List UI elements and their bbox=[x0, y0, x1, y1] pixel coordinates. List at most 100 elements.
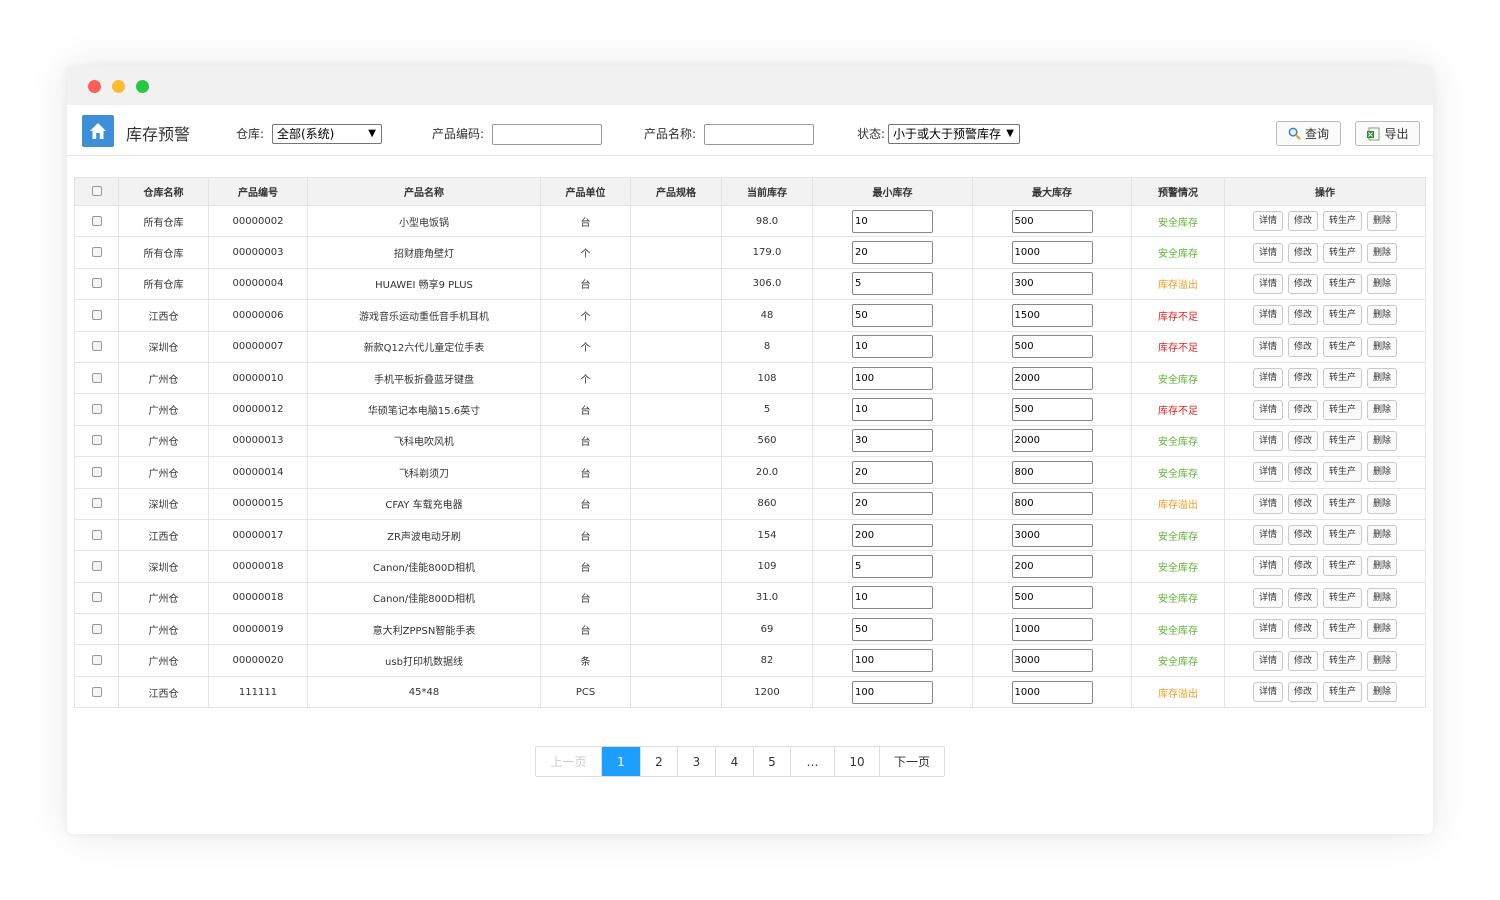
detail-button[interactable]: 详情 bbox=[1252, 336, 1283, 357]
edit-button[interactable]: 修改 bbox=[1287, 399, 1318, 420]
min-stock-input[interactable]: 200 bbox=[852, 523, 933, 547]
to-production-button[interactable]: 转生产 bbox=[1323, 587, 1363, 608]
row-checkbox[interactable] bbox=[91, 278, 102, 289]
max-stock-input[interactable]: 200 bbox=[1011, 554, 1093, 578]
max-stock-input[interactable]: 300 bbox=[1011, 272, 1093, 296]
column-header[interactable]: 仓库名称 bbox=[118, 177, 209, 206]
to-production-button[interactable]: 转生产 bbox=[1323, 556, 1363, 577]
detail-button[interactable]: 详情 bbox=[1252, 242, 1283, 263]
delete-button[interactable]: 删除 bbox=[1367, 242, 1398, 263]
detail-button[interactable]: 详情 bbox=[1252, 493, 1283, 514]
to-production-button[interactable]: 转生产 bbox=[1323, 493, 1363, 514]
page-button[interactable]: 1 bbox=[602, 747, 641, 776]
minimize-window-button[interactable] bbox=[112, 80, 125, 93]
detail-button[interactable]: 详情 bbox=[1252, 211, 1283, 232]
delete-button[interactable]: 删除 bbox=[1367, 619, 1398, 640]
min-stock-input[interactable]: 50 bbox=[852, 303, 933, 327]
delete-button[interactable]: 删除 bbox=[1367, 587, 1398, 608]
page-button[interactable]: 10 bbox=[835, 747, 880, 776]
to-production-button[interactable]: 转生产 bbox=[1323, 430, 1363, 451]
edit-button[interactable]: 修改 bbox=[1287, 430, 1318, 451]
detail-button[interactable]: 详情 bbox=[1252, 587, 1283, 608]
to-production-button[interactable]: 转生产 bbox=[1323, 305, 1363, 326]
max-stock-input[interactable]: 500 bbox=[1011, 335, 1093, 359]
delete-button[interactable]: 删除 bbox=[1367, 211, 1398, 232]
detail-button[interactable]: 详情 bbox=[1252, 556, 1283, 577]
min-stock-input[interactable]: 10 bbox=[852, 335, 933, 359]
page-button[interactable]: 5 bbox=[754, 747, 791, 776]
row-checkbox[interactable] bbox=[91, 341, 102, 352]
column-header[interactable]: 产品单位 bbox=[540, 177, 631, 206]
detail-button[interactable]: 详情 bbox=[1252, 399, 1283, 420]
detail-button[interactable]: 详情 bbox=[1252, 368, 1283, 389]
edit-button[interactable]: 修改 bbox=[1287, 242, 1318, 263]
prev-page-button[interactable]: 上一页 bbox=[536, 747, 602, 776]
min-stock-input[interactable]: 100 bbox=[852, 680, 933, 704]
row-checkbox[interactable] bbox=[91, 655, 102, 666]
to-production-button[interactable]: 转生产 bbox=[1323, 211, 1363, 232]
row-checkbox[interactable] bbox=[91, 435, 102, 446]
detail-button[interactable]: 详情 bbox=[1252, 273, 1283, 294]
to-production-button[interactable]: 转生产 bbox=[1323, 619, 1363, 640]
min-stock-input[interactable]: 10 bbox=[852, 209, 933, 233]
delete-button[interactable]: 删除 bbox=[1367, 556, 1398, 577]
page-button[interactable]: 4 bbox=[716, 747, 754, 776]
column-header[interactable]: 产品名称 bbox=[307, 177, 541, 206]
detail-button[interactable]: 详情 bbox=[1252, 305, 1283, 326]
detail-button[interactable]: 详情 bbox=[1252, 682, 1283, 703]
delete-button[interactable]: 删除 bbox=[1367, 430, 1398, 451]
edit-button[interactable]: 修改 bbox=[1287, 650, 1318, 671]
min-stock-input[interactable]: 20 bbox=[852, 460, 933, 484]
edit-button[interactable]: 修改 bbox=[1287, 682, 1318, 703]
row-checkbox[interactable] bbox=[91, 686, 102, 697]
max-stock-input[interactable]: 1000 bbox=[1011, 617, 1093, 641]
column-header[interactable]: 产品编号 bbox=[208, 177, 308, 206]
min-stock-input[interactable]: 10 bbox=[852, 398, 933, 422]
row-checkbox[interactable] bbox=[91, 466, 102, 477]
product-name-input[interactable] bbox=[704, 124, 814, 145]
home-icon[interactable] bbox=[82, 115, 114, 147]
column-header[interactable]: 产品规格 bbox=[630, 177, 722, 206]
edit-button[interactable]: 修改 bbox=[1287, 587, 1318, 608]
edit-button[interactable]: 修改 bbox=[1287, 211, 1318, 232]
row-checkbox[interactable] bbox=[91, 309, 102, 320]
max-stock-input[interactable]: 800 bbox=[1011, 460, 1093, 484]
maximize-window-button[interactable] bbox=[136, 80, 149, 93]
to-production-button[interactable]: 转生产 bbox=[1323, 399, 1363, 420]
row-checkbox[interactable] bbox=[91, 215, 102, 226]
edit-button[interactable]: 修改 bbox=[1287, 619, 1318, 640]
min-stock-input[interactable]: 20 bbox=[852, 492, 933, 516]
min-stock-input[interactable]: 5 bbox=[852, 554, 933, 578]
max-stock-input[interactable]: 1500 bbox=[1011, 303, 1093, 327]
max-stock-input[interactable]: 2000 bbox=[1011, 429, 1093, 453]
detail-button[interactable]: 详情 bbox=[1252, 462, 1283, 483]
export-button[interactable]: 导出 bbox=[1355, 121, 1420, 146]
max-stock-input[interactable]: 3000 bbox=[1011, 649, 1093, 673]
max-stock-input[interactable]: 800 bbox=[1011, 492, 1093, 516]
min-stock-input[interactable]: 50 bbox=[852, 617, 933, 641]
max-stock-input[interactable]: 1000 bbox=[1011, 680, 1093, 704]
delete-button[interactable]: 删除 bbox=[1367, 336, 1398, 357]
query-button[interactable]: 查询 bbox=[1276, 121, 1341, 146]
delete-button[interactable]: 删除 bbox=[1367, 368, 1398, 389]
min-stock-input[interactable]: 100 bbox=[852, 649, 933, 673]
edit-button[interactable]: 修改 bbox=[1287, 336, 1318, 357]
column-header[interactable]: 最小库存 bbox=[812, 177, 973, 206]
min-stock-input[interactable]: 30 bbox=[852, 429, 933, 453]
detail-button[interactable]: 详情 bbox=[1252, 650, 1283, 671]
row-checkbox[interactable] bbox=[91, 592, 102, 603]
max-stock-input[interactable]: 500 bbox=[1011, 586, 1093, 610]
detail-button[interactable]: 详情 bbox=[1252, 619, 1283, 640]
to-production-button[interactable]: 转生产 bbox=[1323, 273, 1363, 294]
edit-button[interactable]: 修改 bbox=[1287, 305, 1318, 326]
edit-button[interactable]: 修改 bbox=[1287, 525, 1318, 546]
delete-button[interactable]: 删除 bbox=[1367, 399, 1398, 420]
max-stock-input[interactable]: 1000 bbox=[1011, 241, 1093, 265]
edit-button[interactable]: 修改 bbox=[1287, 368, 1318, 389]
delete-button[interactable]: 删除 bbox=[1367, 682, 1398, 703]
to-production-button[interactable]: 转生产 bbox=[1323, 368, 1363, 389]
row-checkbox[interactable] bbox=[91, 247, 102, 258]
edit-button[interactable]: 修改 bbox=[1287, 273, 1318, 294]
to-production-button[interactable]: 转生产 bbox=[1323, 682, 1363, 703]
to-production-button[interactable]: 转生产 bbox=[1323, 650, 1363, 671]
